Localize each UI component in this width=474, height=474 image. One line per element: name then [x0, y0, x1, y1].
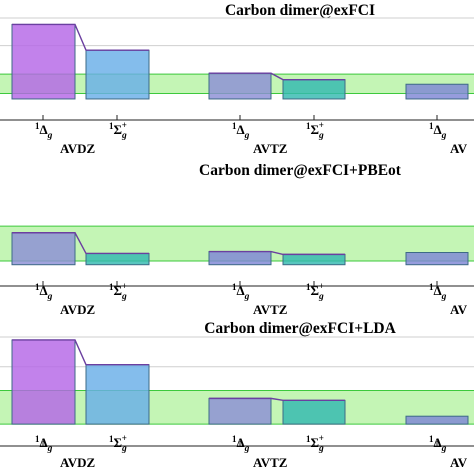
- tick-label: 1Δg: [232, 282, 250, 302]
- bar: [85, 49, 150, 100]
- basis-label: AVDZ: [60, 302, 95, 317]
- tick-label: 1Δg: [429, 434, 447, 454]
- connector-line: [12, 232, 149, 255]
- tick-label: 1Σg+: [109, 120, 127, 141]
- tick-label: 1Σg+: [306, 433, 324, 454]
- tick-label: 1Δg: [232, 121, 250, 141]
- connector-line: [12, 23, 149, 51]
- bar: [11, 232, 76, 266]
- tick-label: 1Δg: [35, 434, 53, 454]
- bar: [282, 253, 346, 266]
- tick-label: 1Δg: [35, 121, 53, 141]
- connector-line: [209, 72, 345, 81]
- tick-label: 1Σg+: [306, 120, 324, 141]
- bar: [11, 23, 76, 100]
- panel-title: Carbon dimer@exFCI+LDA: [204, 320, 396, 337]
- basis-label: AV: [450, 455, 468, 470]
- bar: [208, 251, 272, 266]
- connector-line: [12, 339, 149, 366]
- tick-label: 1Σg+: [109, 433, 127, 454]
- bar: [282, 399, 346, 425]
- basis-label: AVTZ: [253, 302, 288, 317]
- bar: [405, 83, 469, 100]
- tick-label: 1Δg: [35, 282, 53, 302]
- basis-label: AVDZ: [60, 141, 95, 156]
- basis-label: AV: [450, 141, 468, 156]
- bar: [208, 397, 272, 425]
- tick-label: 1Δg: [232, 434, 250, 454]
- bar: [405, 415, 469, 425]
- basis-label: AV: [450, 302, 468, 317]
- tick-label: 1Σg+: [109, 281, 127, 302]
- connector-line: [209, 250, 345, 256]
- basis-label: AVTZ: [253, 455, 288, 470]
- panel-1: Carbon dimer@exFCI 1Δg 1Σg+ 1Δg 1Σg+ 1Δg AVDZ A…: [0, 2, 474, 156]
- bar: [208, 72, 272, 100]
- panel-2: Carbon dimer@exFCI+PBEot 1Δg 1Σg+ 1Δg 1Σg+ 1Δ…: [0, 162, 474, 317]
- tick-label: 1Σg+: [306, 281, 324, 302]
- bar: [85, 252, 150, 266]
- panel-title: Carbon dimer@exFCI+PBEot: [199, 162, 402, 179]
- bar: [282, 79, 346, 100]
- bar: [405, 252, 469, 266]
- basis-label: AVTZ: [253, 141, 288, 156]
- bar: [85, 364, 150, 425]
- connector-line: [209, 397, 345, 402]
- tick-label: 1Δg: [429, 282, 447, 302]
- basis-label: AVDZ: [60, 455, 95, 470]
- bar: [11, 339, 76, 425]
- tick-label: 1Δg: [429, 121, 447, 141]
- panel-title: Carbon dimer@exFCI: [225, 2, 375, 19]
